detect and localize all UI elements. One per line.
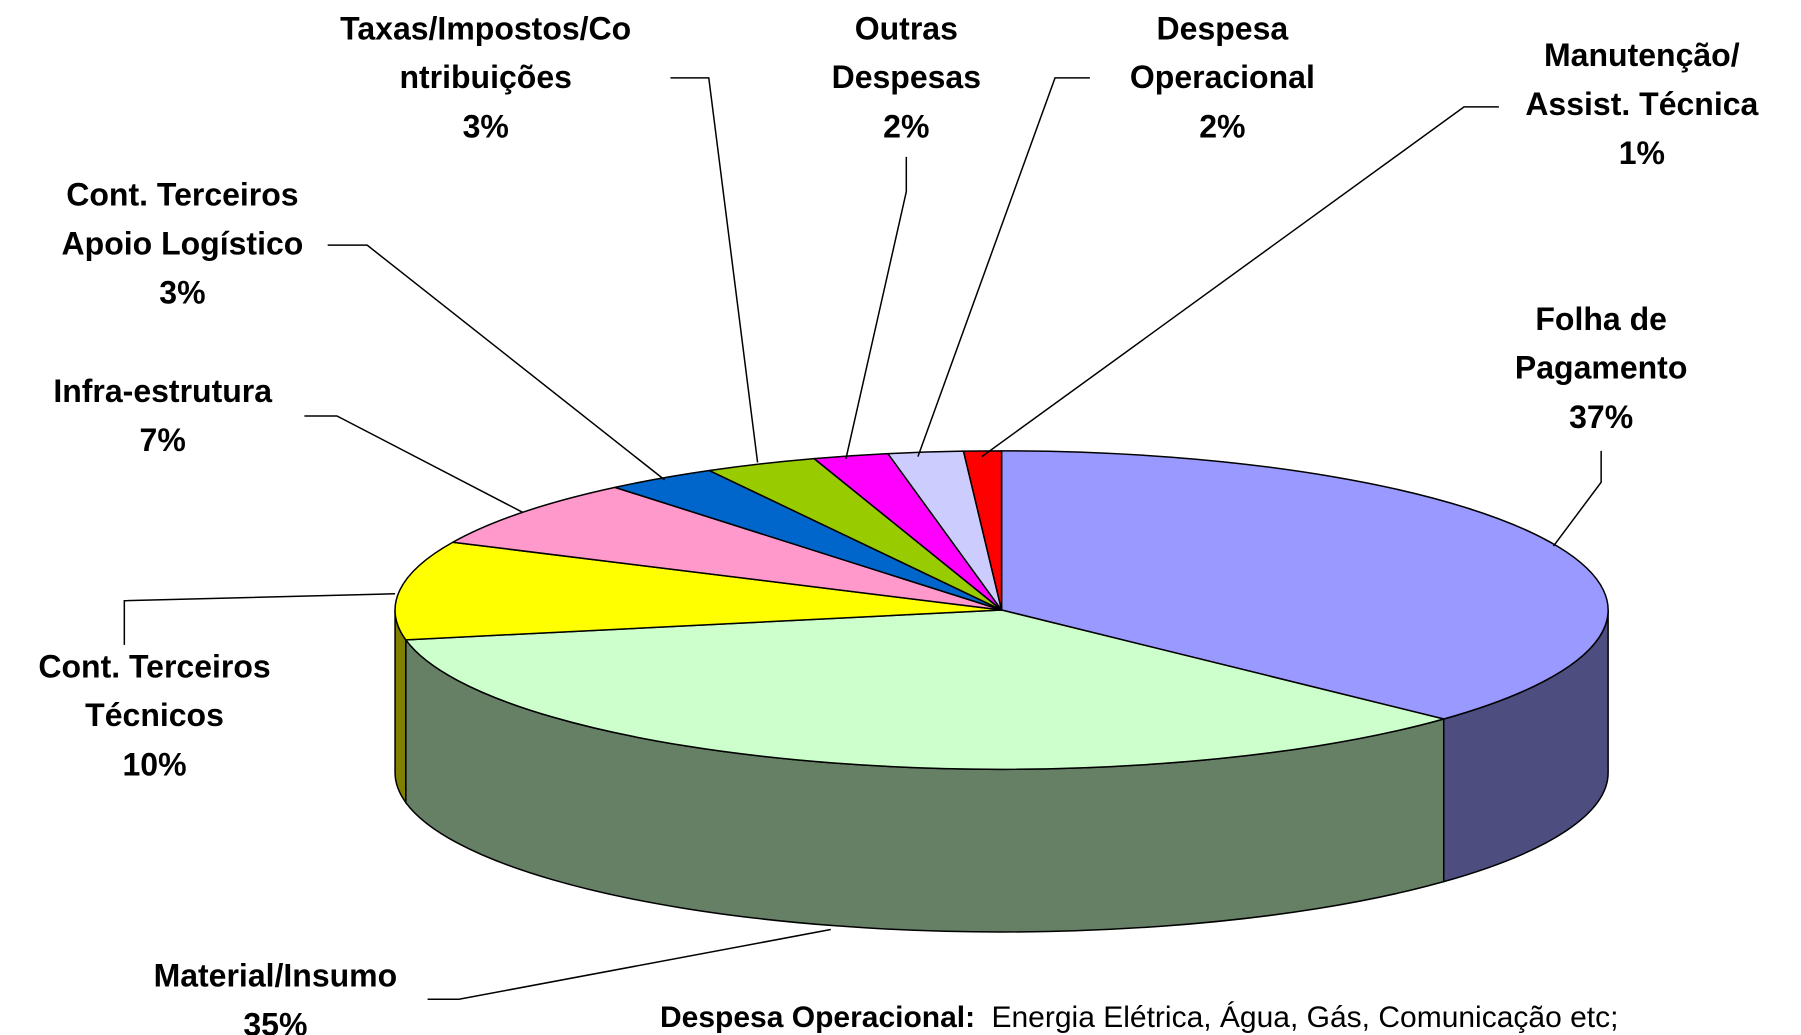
slice-label: Infra-estrutura <box>53 373 272 409</box>
label-line: Assist. Técnica <box>1525 86 1758 122</box>
leader-line <box>427 928 831 1001</box>
slice <box>394 541 1003 641</box>
label-line: Outras <box>855 11 958 47</box>
value-label: 37% <box>1569 399 1633 435</box>
leader-line <box>917 77 1090 457</box>
leader-line <box>1552 450 1602 547</box>
value-label: 35% <box>243 1007 307 1035</box>
value-label: 3% <box>159 275 205 311</box>
slice-label: Material/Insumo <box>154 958 398 994</box>
label-line: Material/Insumo <box>154 958 398 994</box>
leader-line <box>327 244 666 481</box>
value-label: 7% <box>140 422 186 458</box>
footnote: Despesa Operacional: Energia Elétrica, Á… <box>660 1001 1618 1034</box>
leader-line <box>981 106 1499 458</box>
slice <box>962 450 1003 611</box>
label-line: Pagamento <box>1515 350 1687 386</box>
slice-side <box>394 610 407 805</box>
label-line: Folha de <box>1535 301 1667 337</box>
leader-line <box>304 415 524 514</box>
leader-line <box>670 77 759 463</box>
label-line: Manutenção/ <box>1544 38 1740 74</box>
slice-label: Cont. Terceiros Apoio Logístico <box>62 177 304 262</box>
label-line: Apoio Logístico <box>62 226 304 262</box>
label-line: Cont. Terceiros <box>66 177 298 213</box>
slice-label: Outras Despesas <box>832 11 981 96</box>
label-line: Cont. Terceiros <box>38 649 270 685</box>
value-label: 10% <box>123 746 187 782</box>
slice-label: Taxas/Impostos/Co ntribuições <box>340 11 631 96</box>
value-label: 3% <box>463 108 509 144</box>
slice-label: Folha de Pagamento <box>1515 301 1687 386</box>
value-label: 2% <box>1199 108 1245 144</box>
slice-label: Despesa Operacional <box>1130 11 1315 96</box>
slice-label: Manutenção/Assist. Técnica <box>1525 38 1758 123</box>
label-line: Despesas <box>832 60 981 96</box>
leader-line <box>123 592 396 645</box>
label-line: ntribuições <box>399 60 571 96</box>
label-line: Taxas/Impostos/Co <box>340 11 631 47</box>
label-line: Infra-estrutura <box>53 373 272 409</box>
leader-line <box>845 156 908 460</box>
value-label: 1% <box>1619 135 1665 171</box>
label-line: Despesa <box>1157 11 1289 47</box>
slice-label: Cont. Terceiros Técnicos <box>38 649 270 734</box>
slice <box>405 609 1445 770</box>
label-line: Técnicos <box>85 698 224 734</box>
label-line: Operacional <box>1130 60 1315 96</box>
slice <box>1000 450 1609 720</box>
value-label: 2% <box>883 108 929 144</box>
footnote-text: Energia Elétrica, Água, Gás, Comunicação… <box>991 1001 1618 1034</box>
footnote-term: Despesa Operacional: <box>660 1001 975 1034</box>
